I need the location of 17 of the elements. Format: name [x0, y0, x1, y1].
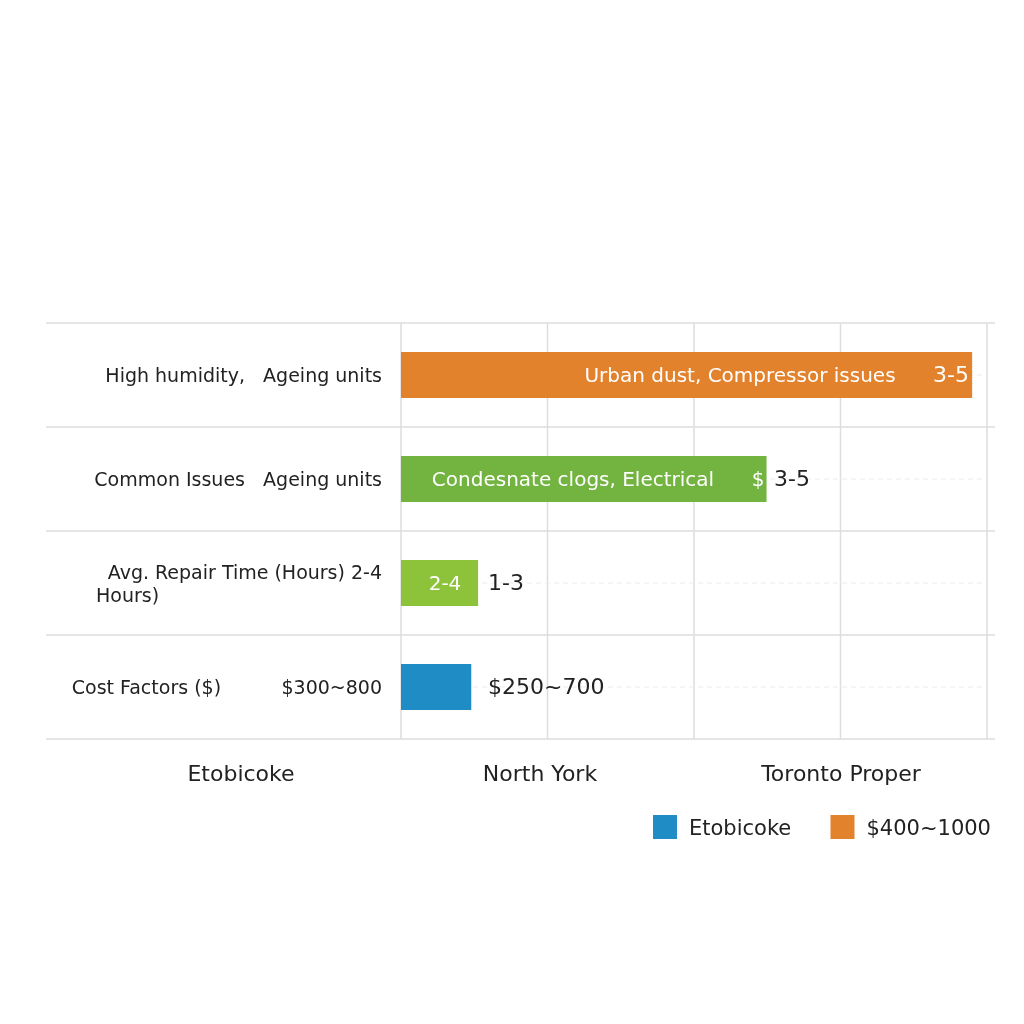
annotation: 3-5: [774, 466, 810, 491]
text: North York: [482, 761, 598, 786]
legend-label: $400~1000: [866, 816, 991, 840]
annotation: Condesnate clogs, Electrical: [431, 467, 715, 491]
annotation: 1-3: [488, 570, 524, 595]
annotation: 2-4: [428, 571, 462, 595]
annotation: Urban dust, Compressor issues: [584, 363, 896, 387]
y-tick-label: High humidity, Ageing units: [105, 364, 382, 386]
annotation: 3-5: [933, 362, 969, 387]
y-tick-label: Common Issues Ageing units: [94, 468, 382, 490]
text: Toronto Proper: [760, 761, 922, 786]
y-tick-label: Cost Factors ($) $300~800: [71, 676, 382, 698]
annotation: $250~700: [488, 674, 605, 699]
annotation: $: [751, 467, 765, 491]
text: Etobicoke: [187, 761, 295, 786]
y-tick-label: Avg. Repair Time (Hours) 2-4 Hours): [96, 561, 382, 606]
legend-label: Etobicoke: [689, 816, 792, 840]
